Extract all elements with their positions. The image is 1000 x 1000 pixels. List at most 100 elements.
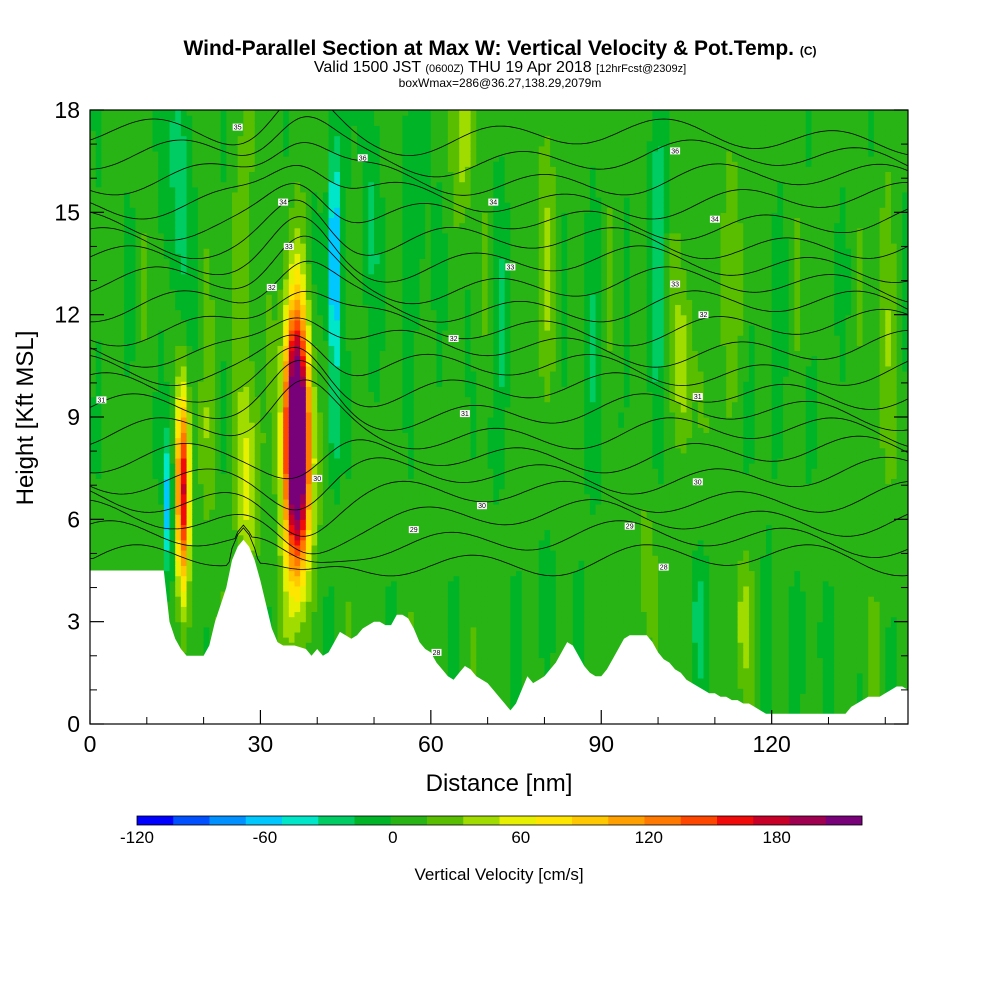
velocity-cell	[266, 560, 273, 566]
velocity-cell	[300, 125, 307, 132]
velocity-cell	[169, 196, 176, 203]
velocity-cell	[300, 381, 307, 387]
velocity-cell	[311, 555, 318, 561]
velocity-cell	[95, 283, 102, 290]
velocity-cell	[311, 140, 318, 147]
velocity-cell	[169, 411, 176, 418]
velocity-cell	[124, 355, 131, 362]
velocity-cell	[124, 273, 131, 280]
velocity-cell	[317, 258, 324, 265]
velocity-cell	[95, 166, 102, 172]
velocity-cell	[243, 503, 250, 510]
velocity-cell	[288, 452, 296, 459]
velocity-cell	[169, 345, 176, 352]
velocity-cell	[197, 227, 205, 234]
velocity-cell	[283, 135, 290, 142]
velocity-cell	[90, 509, 97, 515]
velocity-cell	[129, 345, 137, 352]
velocity-cell	[311, 550, 318, 556]
velocity-cell	[232, 457, 239, 464]
velocity-cell	[271, 417, 279, 423]
velocity-cell	[209, 130, 216, 137]
velocity-cell	[197, 253, 205, 259]
velocity-cell	[277, 478, 284, 485]
velocity-cell	[90, 442, 97, 449]
velocity-cell	[129, 488, 137, 495]
velocity-cell	[192, 335, 199, 341]
velocity-cell	[169, 503, 176, 510]
velocity-cell	[243, 422, 250, 428]
velocity-cell	[305, 171, 313, 178]
velocity-cell	[271, 381, 279, 387]
velocity-cell	[158, 110, 165, 116]
velocity-cell	[90, 161, 97, 167]
velocity-cell	[197, 565, 205, 572]
velocity-cell	[180, 488, 188, 495]
velocity-cell	[112, 243, 119, 249]
velocity-cell	[169, 493, 176, 500]
velocity-cell	[277, 381, 284, 387]
velocity-cell	[90, 350, 97, 357]
velocity-cell	[175, 294, 182, 300]
velocity-cell	[243, 539, 250, 546]
velocity-cell	[209, 227, 216, 234]
velocity-cell	[135, 539, 142, 546]
velocity-cell	[300, 191, 307, 198]
velocity-cell	[294, 550, 301, 556]
velocity-cell	[186, 161, 193, 167]
velocity-cell	[243, 115, 250, 121]
velocity-cell	[112, 283, 119, 290]
velocity-cell	[135, 447, 142, 454]
velocity-cell	[214, 601, 222, 607]
velocity-cell	[288, 314, 296, 321]
velocity-cell	[294, 309, 301, 316]
velocity-cell	[124, 524, 131, 531]
velocity-cell	[146, 498, 154, 505]
velocity-cell	[283, 590, 290, 597]
velocity-cell	[101, 498, 108, 505]
velocity-cell	[141, 258, 148, 265]
velocity-cell	[192, 555, 199, 561]
velocity-cell	[152, 519, 159, 526]
velocity-cell	[175, 227, 182, 234]
velocity-cell	[146, 509, 154, 515]
velocity-cell	[283, 417, 290, 423]
velocity-cell	[311, 401, 318, 408]
velocity-cell	[294, 447, 301, 454]
velocity-cell	[197, 437, 205, 444]
velocity-cell	[283, 350, 290, 357]
velocity-cell	[260, 294, 267, 300]
velocity-cell	[203, 585, 210, 592]
velocity-cell	[300, 417, 307, 423]
velocity-cell	[294, 478, 301, 485]
velocity-cell	[197, 447, 205, 454]
velocity-cell	[186, 534, 193, 541]
velocity-cell	[300, 176, 307, 183]
velocity-cell	[158, 463, 165, 469]
velocity-cell	[197, 130, 205, 137]
velocity-cell	[107, 171, 114, 178]
velocity-cell	[209, 611, 216, 618]
velocity-cell	[175, 493, 182, 500]
velocity-cell	[186, 268, 193, 275]
velocity-cell	[300, 401, 307, 408]
velocity-cell	[180, 156, 188, 162]
velocity-cell	[186, 345, 193, 352]
velocity-cell	[112, 207, 119, 213]
velocity-cell	[107, 232, 114, 239]
velocity-cell	[163, 191, 171, 198]
velocity-cell	[135, 437, 142, 444]
velocity-cell	[254, 386, 262, 393]
velocity-cell	[237, 386, 244, 393]
velocity-cell	[305, 289, 313, 295]
velocity-cell	[249, 447, 256, 454]
velocity-cell	[192, 570, 199, 577]
velocity-cell	[283, 324, 290, 331]
velocity-cell	[283, 319, 290, 326]
velocity-cell	[237, 227, 244, 234]
velocity-cell	[220, 422, 227, 428]
velocity-cell	[129, 411, 137, 418]
velocity-cell	[220, 447, 227, 454]
velocity-cell	[180, 309, 188, 316]
velocity-cell	[101, 555, 108, 561]
